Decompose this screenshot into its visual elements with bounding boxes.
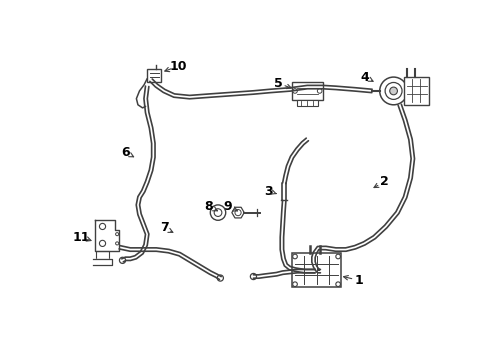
Text: 9: 9: [224, 200, 232, 213]
Circle shape: [385, 82, 402, 99]
Text: 3: 3: [265, 185, 273, 198]
Bar: [404, 77, 429, 105]
Circle shape: [116, 242, 119, 245]
Polygon shape: [93, 259, 112, 265]
Bar: [97, 251, 109, 259]
Circle shape: [120, 257, 125, 264]
Circle shape: [293, 254, 297, 259]
Circle shape: [250, 274, 257, 280]
Circle shape: [99, 240, 106, 247]
Bar: [147, 69, 161, 82]
Circle shape: [217, 275, 223, 281]
Circle shape: [336, 254, 341, 259]
Circle shape: [336, 282, 341, 287]
Polygon shape: [232, 207, 244, 218]
Bar: [296, 100, 318, 106]
Circle shape: [293, 282, 297, 287]
Text: 10: 10: [169, 60, 187, 73]
Polygon shape: [95, 220, 120, 251]
Text: 6: 6: [122, 146, 130, 159]
Circle shape: [380, 77, 408, 105]
Circle shape: [99, 223, 106, 230]
Circle shape: [116, 233, 119, 236]
Text: 7: 7: [160, 221, 169, 234]
Text: 11: 11: [73, 231, 91, 244]
Text: 4: 4: [361, 71, 369, 84]
Text: 5: 5: [274, 77, 282, 90]
Text: 8: 8: [204, 200, 213, 213]
Circle shape: [318, 89, 322, 93]
Text: 2: 2: [380, 175, 389, 188]
Circle shape: [390, 87, 397, 95]
Text: 1: 1: [355, 274, 363, 287]
Circle shape: [235, 210, 241, 216]
Bar: [292, 253, 341, 287]
Bar: [292, 82, 323, 100]
Circle shape: [210, 205, 226, 220]
Circle shape: [214, 209, 222, 216]
Circle shape: [293, 89, 297, 93]
